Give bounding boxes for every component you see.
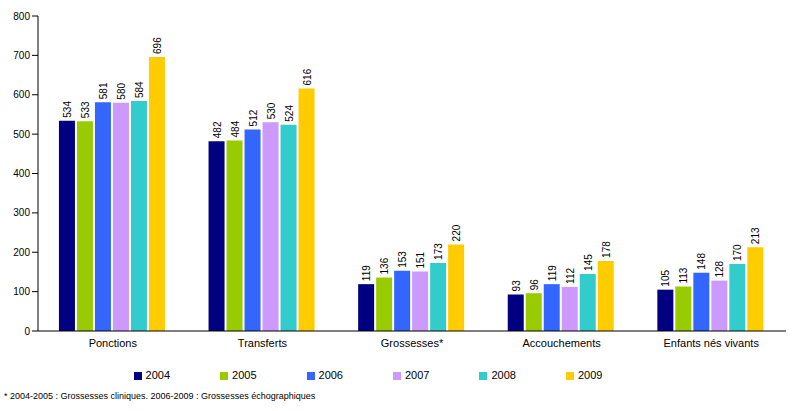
svg-text:533: 533: [80, 101, 91, 118]
svg-text:512: 512: [248, 109, 259, 126]
html-text:2006: 2006: [318, 369, 343, 381]
svg-text:696: 696: [152, 37, 163, 54]
svg-text:800: 800: [13, 11, 30, 22]
svg-text:153: 153: [397, 251, 408, 268]
svg-text:Transferts: Transferts: [238, 337, 288, 349]
svg-text:400: 400: [13, 168, 30, 179]
svg-text:600: 600: [13, 89, 30, 100]
html-text:2009: 2009: [578, 369, 603, 381]
svg-text:170: 170: [732, 244, 743, 261]
svg-text:148: 148: [696, 253, 707, 270]
svg-text:0: 0: [24, 326, 30, 337]
svg-text:128: 128: [714, 260, 725, 277]
svg-text:484: 484: [230, 120, 241, 137]
svg-text:534: 534: [62, 101, 73, 118]
html-text:2007: 2007: [405, 369, 430, 381]
svg-text:213: 213: [750, 227, 761, 244]
svg-text:173: 173: [433, 243, 444, 260]
svg-text:584: 584: [134, 81, 145, 98]
svg-text:100: 100: [13, 286, 30, 297]
html-text:2008: 2008: [491, 369, 516, 381]
svg-text:Accouchements: Accouchements: [522, 337, 601, 349]
svg-text:Ponctions: Ponctions: [89, 337, 138, 349]
html-text:2004: 2004: [145, 369, 170, 381]
svg-text:530: 530: [266, 102, 277, 119]
svg-text:112: 112: [565, 268, 576, 284]
svg-text:200: 200: [13, 247, 30, 258]
svg-text:145: 145: [583, 254, 594, 271]
svg-text:616: 616: [302, 68, 313, 85]
svg-text:178: 178: [601, 241, 612, 258]
svg-text:300: 300: [13, 207, 30, 218]
html-text:* 2004-2005 : Grossesses clini: * 2004-2005 : Grossesses cliniques. 2006…: [4, 391, 316, 401]
svg-text:700: 700: [13, 50, 30, 61]
svg-text:119: 119: [361, 265, 372, 281]
svg-text:524: 524: [284, 105, 295, 122]
svg-text:500: 500: [13, 129, 30, 140]
svg-text:Enfants nés vivants: Enfants nés vivants: [664, 337, 760, 349]
svg-text:93: 93: [511, 280, 522, 292]
html-text:2005: 2005: [232, 369, 257, 381]
svg-text:105: 105: [660, 270, 671, 287]
svg-text:113: 113: [678, 267, 689, 283]
svg-text:581: 581: [98, 82, 109, 99]
svg-text:Grossesses*: Grossesses*: [381, 337, 444, 349]
svg-text:482: 482: [212, 121, 223, 138]
svg-text:96: 96: [529, 279, 540, 291]
svg-text:119: 119: [547, 265, 558, 281]
svg-text:136: 136: [379, 257, 390, 274]
svg-text:580: 580: [116, 83, 127, 100]
svg-text:151: 151: [415, 251, 426, 268]
svg-text:220: 220: [451, 224, 462, 241]
